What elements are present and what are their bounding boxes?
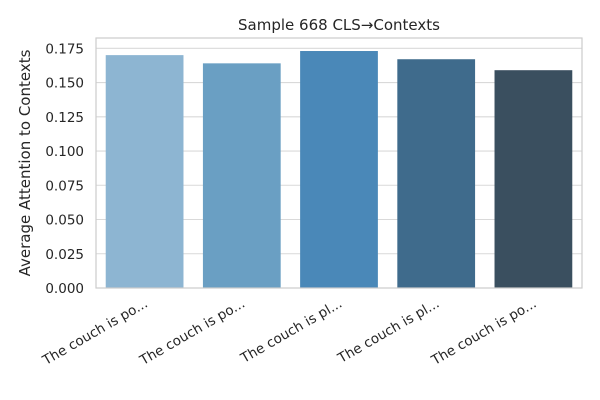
bar (202, 63, 281, 288)
y-tick-label: 0.125 (45, 110, 84, 126)
y-tick-label: 0.175 (45, 41, 84, 57)
y-tick-label: 0.100 (45, 144, 84, 160)
y-tick-label: 0.025 (45, 247, 84, 263)
y-axis-label: Average Attention to Contexts (16, 49, 34, 276)
chart-title: Sample 668 CLS→Contexts (238, 16, 440, 34)
y-tick-label: 0.075 (45, 178, 84, 194)
y-tick-label: 0.150 (45, 76, 84, 92)
y-tick-labels: 0.000 0.025 0.050 0.075 0.100 0.125 0.150 0.175 (45, 41, 84, 297)
y-tick-label: 0.000 (45, 281, 84, 297)
bar (300, 51, 378, 288)
y-tick-label: 0.050 (45, 213, 84, 229)
bar (105, 55, 184, 288)
bars-group (105, 51, 573, 289)
bar (397, 59, 476, 288)
bar (494, 70, 573, 289)
plot-frame (95, 37, 583, 289)
